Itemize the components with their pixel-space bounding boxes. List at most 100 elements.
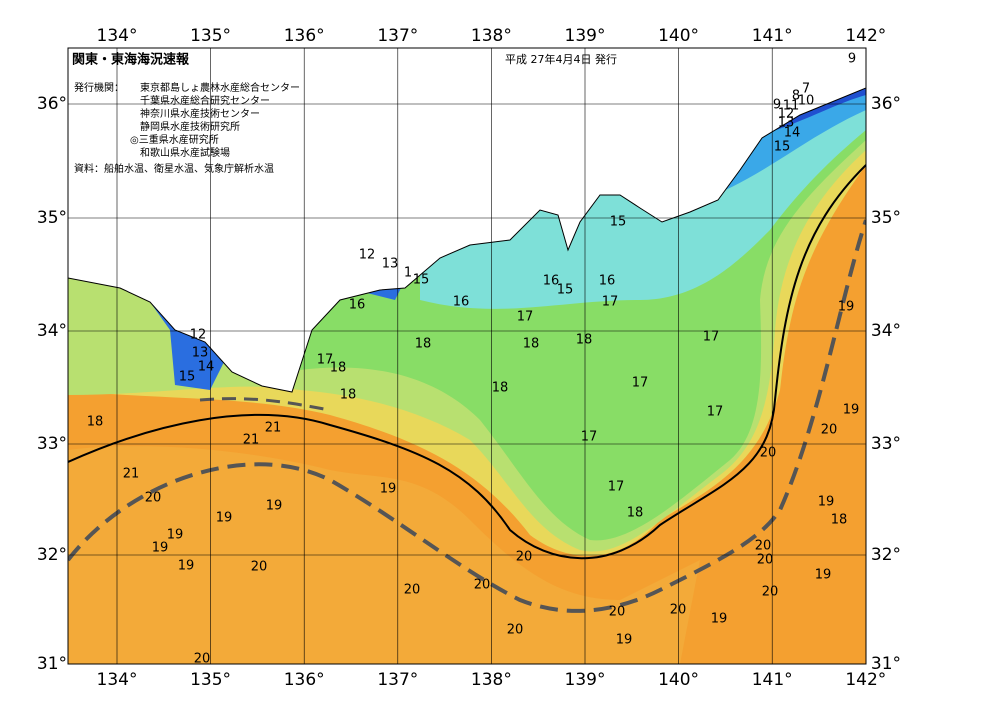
contour-label: 12: [359, 248, 376, 263]
contour-label: 19: [216, 511, 233, 526]
axis-labels: 134°134°135°135°136°136°137°137°138°138°…: [37, 26, 901, 690]
lon-label-top: 141°: [752, 26, 793, 46]
land: [68, 48, 866, 393]
issue-date: 平成 27年4月4日 発行: [505, 52, 617, 66]
lon-label-bottom: 138°: [471, 670, 512, 690]
lat-label-left: 33°: [37, 434, 67, 454]
contour-label: 14: [784, 126, 801, 141]
lon-label-bottom: 134°: [97, 670, 138, 690]
contour-label: 17: [317, 353, 334, 368]
contour-label: 19: [711, 612, 728, 627]
contour-label: 17: [517, 310, 534, 325]
contour-label: 21: [123, 467, 140, 482]
contour-label: 19: [266, 499, 283, 514]
lat-label-left: 35°: [37, 208, 67, 228]
contour-label: 19: [152, 541, 169, 556]
contour-label: 17: [581, 430, 598, 445]
contour-label: 16: [349, 298, 366, 313]
data-source: 資料：船舶水温、衛星水温、気象庁解析水温: [74, 162, 274, 175]
contour-label: 20: [762, 585, 779, 600]
lon-label-bottom: 140°: [658, 670, 699, 690]
lon-label-top: 138°: [471, 26, 512, 46]
contour-label: 13: [192, 346, 209, 361]
contour-label: 18: [340, 388, 357, 403]
lon-label-bottom: 139°: [565, 670, 606, 690]
contour-label: 20: [251, 560, 268, 575]
contour-label: 12: [190, 328, 207, 343]
lon-label-top: 134°: [97, 26, 138, 46]
issuer: ◎三重県水産研究所: [130, 133, 219, 146]
contour-label: 17: [632, 376, 649, 391]
contour-label: 14: [198, 360, 215, 375]
kuroshio-axis: [68, 219, 866, 613]
lat-label-right: 36°: [871, 94, 901, 114]
contour-label: 19: [838, 300, 855, 315]
contour-label: 13: [778, 116, 795, 131]
contour-label: 20: [760, 446, 777, 461]
lon-label-bottom: 135°: [190, 670, 231, 690]
map-frame: [67, 47, 867, 665]
lon-label-top: 140°: [658, 26, 699, 46]
contour-label: 20: [757, 553, 774, 568]
lon-label-top: 137°: [377, 26, 418, 46]
contour-label: 9: [773, 98, 781, 113]
lon-label-bottom: 137°: [377, 670, 418, 690]
contour-label: 20: [507, 623, 524, 638]
contour-label: 20: [145, 491, 162, 506]
contour-label: 20: [755, 539, 772, 554]
contour-label: 18: [415, 337, 432, 352]
kuroshio-edge-line: [68, 164, 866, 560]
contour-label: 15: [179, 370, 196, 385]
contour-label: 19: [815, 568, 832, 583]
lat-label-right: 32°: [871, 545, 901, 565]
lat-label-left: 32°: [37, 545, 67, 565]
contour-label: 16: [543, 274, 560, 289]
contour-label: 20: [474, 578, 491, 593]
lat-label-right: 33°: [871, 434, 901, 454]
contour-label: 7: [802, 82, 810, 97]
contour-label: 19: [616, 633, 633, 648]
contour-label: 17: [703, 330, 720, 345]
contour-label: 20: [670, 603, 687, 618]
contour-label: 8: [792, 89, 800, 104]
lon-label-top: 136°: [284, 26, 325, 46]
contour-label: 17: [707, 405, 724, 420]
issuer: 東京都島しょ農林水産総合センター: [140, 81, 300, 94]
contour-label: 15: [610, 215, 627, 230]
issuer-label: 発行機関：: [74, 81, 124, 94]
contour-label: 13: [382, 257, 399, 272]
contour-label: 11: [783, 99, 800, 114]
issuer: 和歌山県水産試験場: [140, 146, 230, 159]
lat-label-left: 36°: [37, 94, 67, 114]
contour-label: 18: [87, 415, 104, 430]
contour-label: 9: [848, 52, 856, 67]
contour-label: 19: [167, 528, 184, 543]
lat-label-right: 34°: [871, 321, 901, 341]
contour-label: 18: [523, 337, 540, 352]
contour-label: 15: [413, 273, 430, 288]
issuer: 神奈川県水産技術センター: [140, 107, 260, 120]
contour-label: 17: [602, 295, 619, 310]
contour-label: 20: [609, 605, 626, 620]
lat-label-right: 31°: [871, 654, 901, 674]
contour-label: 15: [774, 140, 791, 155]
lon-label-bottom: 142°: [845, 670, 886, 690]
contour-label: 15: [557, 283, 574, 298]
contour-label: 18: [492, 381, 509, 396]
contour-label: 1: [404, 266, 412, 281]
contour-label: 18: [627, 506, 644, 521]
lon-label-top: 139°: [565, 26, 606, 46]
issuer: 千葉県水産総合研究センター: [140, 94, 270, 107]
contour-label: 18: [576, 333, 593, 348]
contour-label: 17: [608, 480, 625, 495]
contour-label: 16: [599, 274, 616, 289]
lat-label-right: 35°: [871, 208, 901, 228]
kuroshio-branch: [199, 397, 331, 412]
contour-label: 20: [194, 652, 211, 667]
lon-label-bottom: 136°: [284, 670, 325, 690]
contour-label: 20: [516, 550, 533, 565]
contour-label: 12: [778, 107, 795, 122]
